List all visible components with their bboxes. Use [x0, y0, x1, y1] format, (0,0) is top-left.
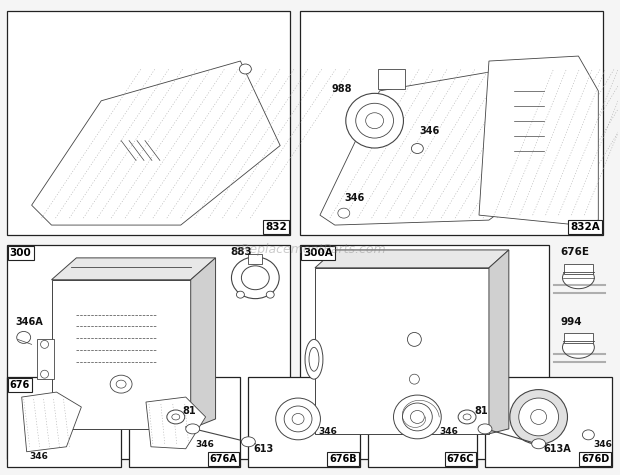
Polygon shape [315, 250, 509, 268]
Bar [378, 69, 405, 89]
Ellipse shape [284, 406, 312, 432]
Ellipse shape [305, 340, 323, 379]
Text: 346: 346 [593, 440, 612, 449]
Ellipse shape [276, 398, 321, 440]
Ellipse shape [582, 430, 595, 440]
Ellipse shape [172, 414, 180, 420]
Bar [249, 377, 360, 466]
Ellipse shape [458, 410, 476, 424]
Text: 81: 81 [183, 406, 197, 416]
Polygon shape [320, 61, 588, 225]
Polygon shape [479, 56, 598, 225]
Polygon shape [51, 258, 216, 280]
Ellipse shape [531, 409, 547, 424]
Ellipse shape [338, 208, 350, 218]
Ellipse shape [241, 437, 255, 447]
Ellipse shape [519, 398, 559, 436]
Polygon shape [489, 250, 509, 434]
Text: 676C: 676C [446, 454, 474, 464]
Polygon shape [51, 280, 191, 429]
Text: 676B: 676B [329, 454, 356, 464]
Bar [7, 245, 290, 459]
Ellipse shape [402, 403, 432, 431]
Ellipse shape [407, 332, 422, 346]
Ellipse shape [410, 410, 424, 423]
Ellipse shape [412, 143, 423, 153]
Bar [7, 11, 290, 235]
Ellipse shape [463, 414, 471, 420]
Ellipse shape [40, 370, 48, 378]
Ellipse shape [231, 257, 279, 299]
Text: 300: 300 [10, 248, 32, 258]
Ellipse shape [17, 332, 30, 343]
Ellipse shape [356, 103, 394, 138]
Ellipse shape [562, 336, 595, 358]
Polygon shape [315, 268, 489, 434]
Bar [7, 377, 121, 466]
Ellipse shape [394, 395, 441, 439]
Ellipse shape [186, 424, 200, 434]
Text: 613A: 613A [544, 444, 572, 454]
Text: 832: 832 [265, 222, 287, 232]
Text: 346: 346 [30, 452, 48, 461]
Polygon shape [146, 397, 206, 449]
Ellipse shape [292, 413, 304, 424]
Text: 676A: 676A [210, 454, 237, 464]
Text: 346: 346 [419, 125, 440, 136]
Ellipse shape [366, 113, 384, 129]
Bar [129, 377, 241, 466]
Text: 676E: 676E [560, 247, 590, 257]
Ellipse shape [236, 291, 244, 298]
Text: 883: 883 [231, 247, 252, 257]
Bar [249, 254, 262, 264]
Text: 346: 346 [439, 428, 458, 437]
Ellipse shape [309, 347, 319, 371]
Text: 346A: 346A [16, 316, 43, 326]
Text: 988: 988 [332, 84, 352, 94]
Ellipse shape [239, 64, 251, 74]
Ellipse shape [266, 291, 274, 298]
Text: 832A: 832A [570, 222, 600, 232]
Text: 81: 81 [474, 406, 488, 416]
Bar [485, 377, 612, 466]
Text: 994: 994 [560, 316, 582, 326]
Text: 676: 676 [10, 380, 30, 390]
Text: 676D: 676D [581, 454, 609, 464]
Bar [300, 11, 603, 235]
Ellipse shape [510, 390, 567, 444]
Polygon shape [22, 392, 81, 452]
Bar [564, 264, 593, 274]
Bar [368, 377, 477, 466]
Ellipse shape [409, 374, 419, 384]
Ellipse shape [40, 341, 48, 348]
Ellipse shape [478, 424, 492, 434]
Ellipse shape [532, 439, 546, 449]
Text: 346: 346 [318, 428, 337, 437]
Text: 613: 613 [254, 444, 273, 454]
Ellipse shape [116, 380, 126, 388]
Polygon shape [32, 61, 280, 225]
Text: 300A: 300A [303, 248, 333, 258]
Polygon shape [191, 258, 216, 429]
Text: 346: 346 [345, 193, 365, 203]
Ellipse shape [110, 375, 132, 393]
Bar [300, 245, 549, 459]
Text: eReplacementParts.com: eReplacementParts.com [234, 243, 386, 256]
Ellipse shape [167, 410, 185, 424]
Ellipse shape [562, 267, 595, 289]
Ellipse shape [241, 266, 269, 290]
Ellipse shape [346, 94, 404, 148]
Bar [564, 333, 593, 343]
Polygon shape [37, 340, 53, 379]
Text: 346: 346 [196, 440, 215, 449]
